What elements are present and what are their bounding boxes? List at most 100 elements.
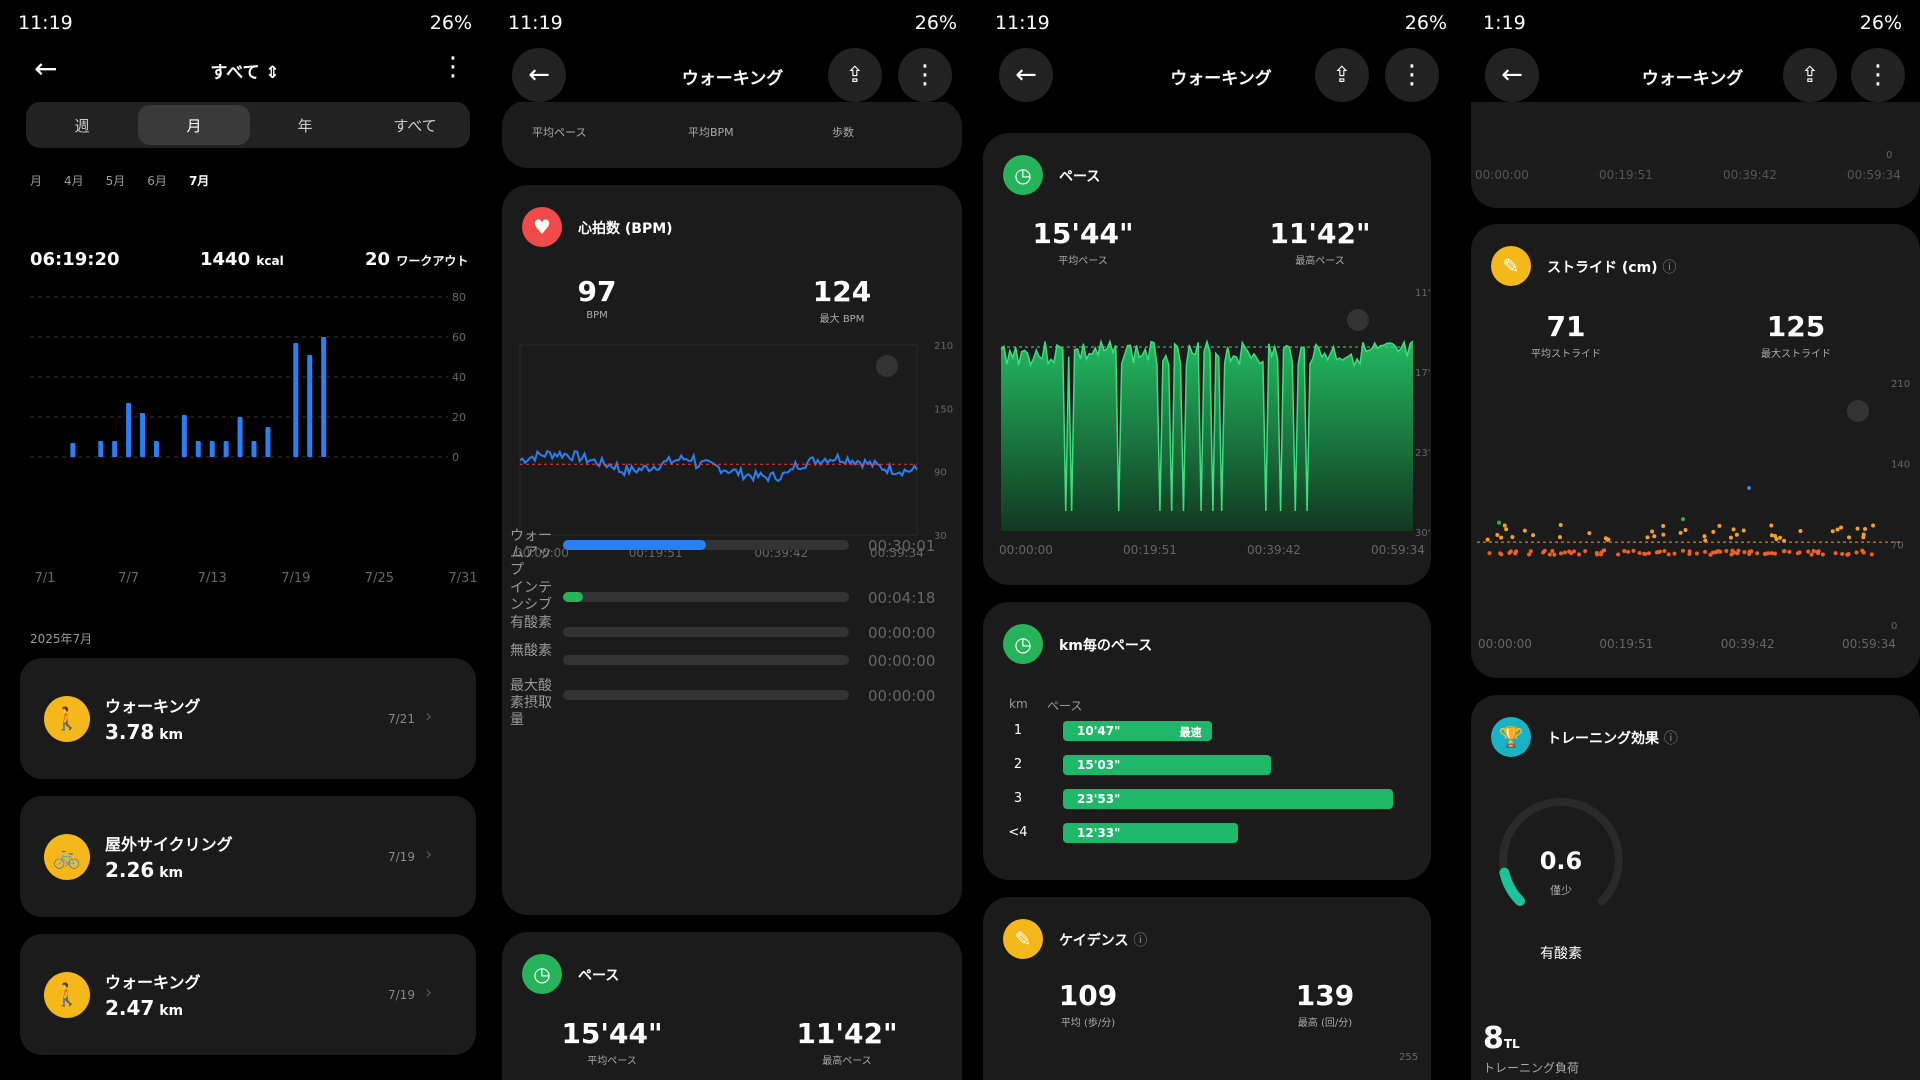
pace-area-chart: 11'00" 17'20" 23'40" 30'00" 00:00:00 00:19:51… (999, 288, 1431, 557)
zone-label: 有酸素 (510, 615, 552, 631)
list-item[interactable]: 🚶 ウォーキング 2.47 km 7/19 › (20, 934, 476, 1055)
more-menu-icon[interactable]: ⋮ (1385, 48, 1439, 102)
stride-point (1547, 552, 1552, 557)
km-pace-value: 10'47" (1077, 724, 1121, 738)
x-tick-label: 00:59:34 (1371, 543, 1425, 557)
stride-point (1765, 551, 1770, 556)
filter-dropdown[interactable]: すべて ⇕ (210, 63, 280, 83)
training-effect-card: 🏆 トレーニング効果 ⓘ 0.6 僅少 有酸素 8TL トレーニング負荷 (1471, 695, 1920, 1080)
pace-line (1000, 338, 1414, 512)
y-tick-label: 23'40" (1415, 448, 1431, 459)
cycling-icon: 🚲 (44, 834, 90, 880)
x-tick-label: 00:00:00 (515, 546, 569, 560)
fastest-badge: 最速 (1179, 726, 1202, 739)
list-item[interactable]: 🚶 ウォーキング 3.78 km 7/21 › (20, 658, 476, 779)
tab-week[interactable]: 週 (74, 117, 90, 135)
tab-month[interactable]: 月 (186, 117, 202, 135)
stride-point (1550, 549, 1555, 554)
km-label: <4 (1008, 825, 1028, 840)
stride-point (1731, 527, 1736, 532)
km-pace-card: ◷ km毎のペース km ペース 1 10'47" 最速 2 15'03" 3 23'53"… (983, 602, 1431, 880)
x-tick-label: 7/13 (198, 571, 227, 586)
y-tick-label: 11'00" (1415, 288, 1431, 299)
footsteps-icon: ✎ (1003, 919, 1043, 959)
stride-point (1728, 535, 1733, 540)
chevron-right-icon: › (425, 844, 433, 865)
summary-card-partial: 平均ペース 平均BPM 歩数 (502, 100, 962, 168)
pace-card: ◷ ペース 15'44" 平均ペース 11'42" 最高ペース (502, 932, 962, 1080)
km-pace-value: 12'33" (1077, 826, 1121, 840)
zone-label: 無酸素 (510, 643, 552, 659)
zone-time: 00:00:00 (868, 624, 936, 642)
header: ← ウォーキング ⇪ ⋮ (1465, 48, 1920, 102)
x-tick-label: 7/7 (118, 571, 139, 586)
list-item[interactable]: 🚲 屋外サイクリング 2.26 km 7/19 › (20, 796, 476, 917)
back-arrow-icon[interactable]: ← (999, 48, 1053, 102)
share-icon[interactable]: ⇪ (1783, 48, 1837, 102)
heart-icon: ♥ (522, 207, 562, 247)
hr-line (519, 449, 918, 484)
workout-date: 7/19 (388, 850, 415, 864)
stride-point (1602, 548, 1607, 553)
bar (98, 441, 104, 457)
x-tick-label: 00:59:34 (1847, 168, 1901, 182)
expand-icon[interactable] (876, 355, 898, 377)
zone-bar-fill (563, 592, 584, 602)
stride-point (1508, 549, 1513, 554)
back-arrow-icon[interactable]: ← (512, 48, 566, 102)
back-arrow-icon[interactable]: ← (1485, 48, 1539, 102)
stride-point (1871, 523, 1876, 528)
stride-point (1650, 529, 1655, 534)
km-pace-value: 23'53" (1077, 792, 1121, 806)
stride-point (1782, 538, 1787, 543)
stride-point (1769, 533, 1774, 538)
more-menu-icon[interactable]: ⋮ (898, 48, 952, 102)
info-icon[interactable]: ⓘ (1663, 731, 1678, 747)
stride-point (1583, 549, 1588, 554)
stride-point (1742, 550, 1747, 555)
chevron-updown-icon: ⇕ (265, 63, 280, 83)
stride-point (1811, 548, 1816, 553)
stride-point (1741, 528, 1746, 533)
back-arrow-icon[interactable]: ← (34, 52, 58, 85)
more-menu-icon[interactable]: ⋮ (440, 52, 466, 82)
stride-point (1577, 552, 1582, 557)
km-pace-value: 15'03" (1077, 758, 1121, 772)
stride-point (1542, 548, 1547, 553)
stride-point (1769, 551, 1774, 556)
zone-time: 00:04:18 (868, 589, 936, 607)
bar (195, 441, 201, 457)
share-icon[interactable]: ⇪ (1315, 48, 1369, 102)
expand-icon[interactable] (1347, 309, 1369, 331)
stride-point (1522, 528, 1527, 533)
stride-point (1782, 549, 1787, 554)
stride-point (1735, 551, 1740, 556)
stride-point (1497, 520, 1501, 525)
stride-point (1729, 552, 1734, 557)
stride-point (1499, 552, 1504, 557)
walking-icon: 🚶 (44, 972, 90, 1018)
stride-point (1485, 537, 1490, 542)
stride-point (1703, 549, 1708, 554)
heart-rate-card: ♥ 心拍数 (BPM) 97 BPM 124 最大 BPM 210 150 90 30 00… (502, 185, 962, 915)
info-icon[interactable]: ⓘ (1133, 933, 1148, 949)
battery-level: 26% (429, 12, 472, 34)
expand-icon[interactable] (1847, 400, 1869, 422)
tab-all[interactable]: すべて (393, 117, 437, 135)
stride-point (1587, 531, 1592, 536)
status-bar: 1:19 26% (1483, 12, 1902, 34)
share-icon[interactable]: ⇪ (828, 48, 882, 102)
stride-point (1603, 536, 1608, 541)
stride-point (1716, 549, 1721, 554)
stride-point (1839, 525, 1844, 530)
summary-kcal: 1440 kcal (200, 249, 284, 270)
tab-year[interactable]: 年 (297, 117, 313, 135)
km-label: 3 (1013, 791, 1023, 806)
stride-point (1681, 517, 1685, 522)
more-menu-icon[interactable]: ⋮ (1851, 48, 1905, 102)
clock-icon: ◷ (1003, 155, 1043, 195)
zone-bar (563, 655, 849, 665)
pace-card: ◷ ペース 15'44"平均ペース 11'42"最高ペース 11'00"17'2… (983, 133, 1431, 585)
stride-point (1787, 549, 1792, 554)
info-icon[interactable]: ⓘ (1662, 260, 1677, 276)
